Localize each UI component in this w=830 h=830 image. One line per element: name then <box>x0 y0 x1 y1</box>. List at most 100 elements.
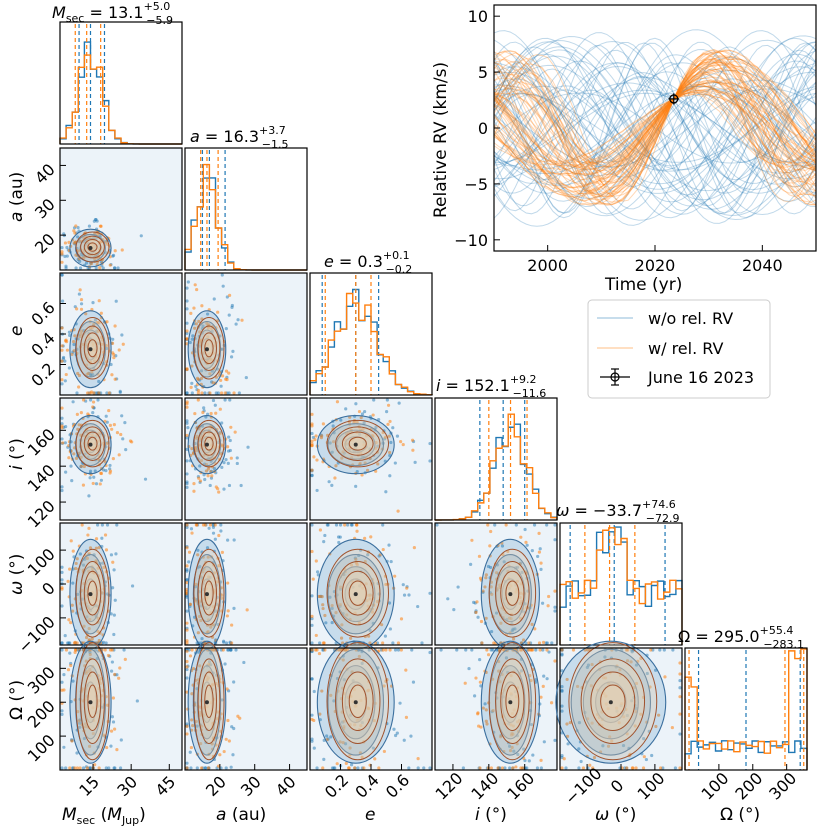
scatter-point-orange <box>492 641 496 645</box>
scatter-point-orange <box>113 727 117 731</box>
scatter-point-orange <box>474 610 478 614</box>
scatter-point-orange <box>354 704 358 708</box>
scatter-point-orange <box>108 471 112 475</box>
scatter-point-orange <box>72 452 76 456</box>
scatter-point-orange <box>211 381 215 385</box>
scatter-point-orange <box>670 725 674 730</box>
scatter-point-blue <box>185 609 189 613</box>
scatter-point-blue <box>68 333 72 337</box>
scatter-point-blue <box>231 753 235 757</box>
scatter-point-blue <box>553 538 557 542</box>
contour-orange-2 <box>200 671 217 732</box>
scatter-point-orange <box>335 400 340 404</box>
scatter-point-orange <box>318 528 323 532</box>
scatter-point-blue <box>428 766 432 770</box>
scatter-point-orange <box>370 610 375 614</box>
scatter-point-orange <box>211 605 215 609</box>
rv-curve-blue <box>494 85 816 171</box>
scatter-point-orange <box>519 591 523 595</box>
rv-curve-orange <box>494 58 816 198</box>
scatter-point-blue <box>185 485 189 489</box>
scatter-point-orange <box>325 738 329 742</box>
scatter-point-blue <box>105 391 109 395</box>
scatter-point-blue <box>230 305 234 309</box>
scatter-point-orange <box>678 695 682 699</box>
scatter-point-blue <box>385 398 389 402</box>
scatter-point-orange <box>404 715 409 719</box>
scatter-point-orange <box>211 436 216 440</box>
scatter-point-orange <box>69 539 73 543</box>
scatter-point-blue <box>71 581 75 585</box>
rv-curve-orange <box>494 50 816 205</box>
scatter-point-orange <box>65 348 70 352</box>
scatter-point-orange <box>190 692 194 696</box>
scatter-point-blue <box>237 391 241 395</box>
hist-orange-Omega <box>684 648 808 770</box>
rv-xtick-label-2: 2040 <box>742 256 783 275</box>
scatter-point-orange <box>511 724 515 728</box>
scatter-point-blue <box>413 460 417 464</box>
scatter-point-orange <box>233 430 237 434</box>
scatter-point-blue <box>538 547 542 551</box>
scatter-point-orange <box>353 766 357 770</box>
scatter-point-orange <box>185 639 189 643</box>
scatter-point-blue <box>310 641 314 645</box>
scatter-point-blue <box>346 523 350 527</box>
scatter-point-blue <box>62 745 66 749</box>
scatter-point-blue <box>494 611 499 615</box>
scatter-point-orange <box>490 592 494 596</box>
scatter-point-blue <box>202 406 206 410</box>
scatter-point-blue <box>678 678 682 683</box>
scatter-point-blue <box>60 299 65 303</box>
scatter-point-blue <box>235 456 239 460</box>
scatter-point-orange <box>509 733 514 737</box>
rv-curve-blue <box>494 68 816 188</box>
scatter-point-blue <box>634 663 639 667</box>
scatter-point-orange <box>321 422 326 426</box>
scatter-point-orange <box>108 648 113 652</box>
scatter-point-orange <box>330 603 334 608</box>
scatter-point-orange <box>85 556 89 560</box>
scatter-point-orange <box>100 342 104 346</box>
scatter-point-blue <box>195 724 199 728</box>
scatter-point-blue <box>503 766 507 770</box>
scatter-point-blue <box>338 523 343 527</box>
panel-frame <box>59 647 183 771</box>
scatter-point-blue <box>671 648 675 652</box>
scatter-point-orange <box>66 668 71 672</box>
xtick-label-a-2: 40 <box>272 772 300 800</box>
scatter-point-blue <box>199 369 204 373</box>
contour-orange-3 <box>348 684 367 718</box>
scatter-point-orange <box>215 717 219 721</box>
scatter-point-orange <box>352 687 357 692</box>
scatter-point-blue <box>232 606 236 610</box>
rv-curve-orange <box>494 57 816 197</box>
ytick-label-a-1: 30 <box>31 195 59 223</box>
scatter-point-orange <box>625 659 630 663</box>
scatter-point-orange <box>199 458 204 463</box>
scatter-point-orange <box>519 599 524 603</box>
title-e: e = 0.3+0.1 −0.2 <box>324 249 412 276</box>
contour-orange-1 <box>580 658 646 745</box>
rv-curve-blue <box>494 81 816 174</box>
scatter-point-orange <box>484 616 488 620</box>
rv-curve-orange <box>494 79 816 175</box>
scatter-point-blue <box>239 483 243 488</box>
scatter-point-blue <box>185 577 189 582</box>
panel-frame <box>434 522 558 646</box>
scatter-point-orange <box>185 628 189 632</box>
scatter-point-blue <box>101 640 106 644</box>
scatter-point-orange <box>60 260 64 264</box>
scatter-point-orange <box>185 665 189 669</box>
scatter-point-orange <box>624 648 629 652</box>
rv-curve-blue <box>494 75 816 181</box>
scatter-point-orange <box>343 523 347 527</box>
scatter-point-blue <box>351 679 355 683</box>
scatter-point-blue <box>545 677 549 681</box>
scatter-point-blue <box>185 568 189 572</box>
contour-orange-0 <box>568 642 658 761</box>
scatter-point-blue <box>225 295 229 299</box>
scatter-point-blue <box>310 739 314 743</box>
scatter-point-blue <box>500 544 505 548</box>
scatter-point-blue <box>188 340 192 345</box>
